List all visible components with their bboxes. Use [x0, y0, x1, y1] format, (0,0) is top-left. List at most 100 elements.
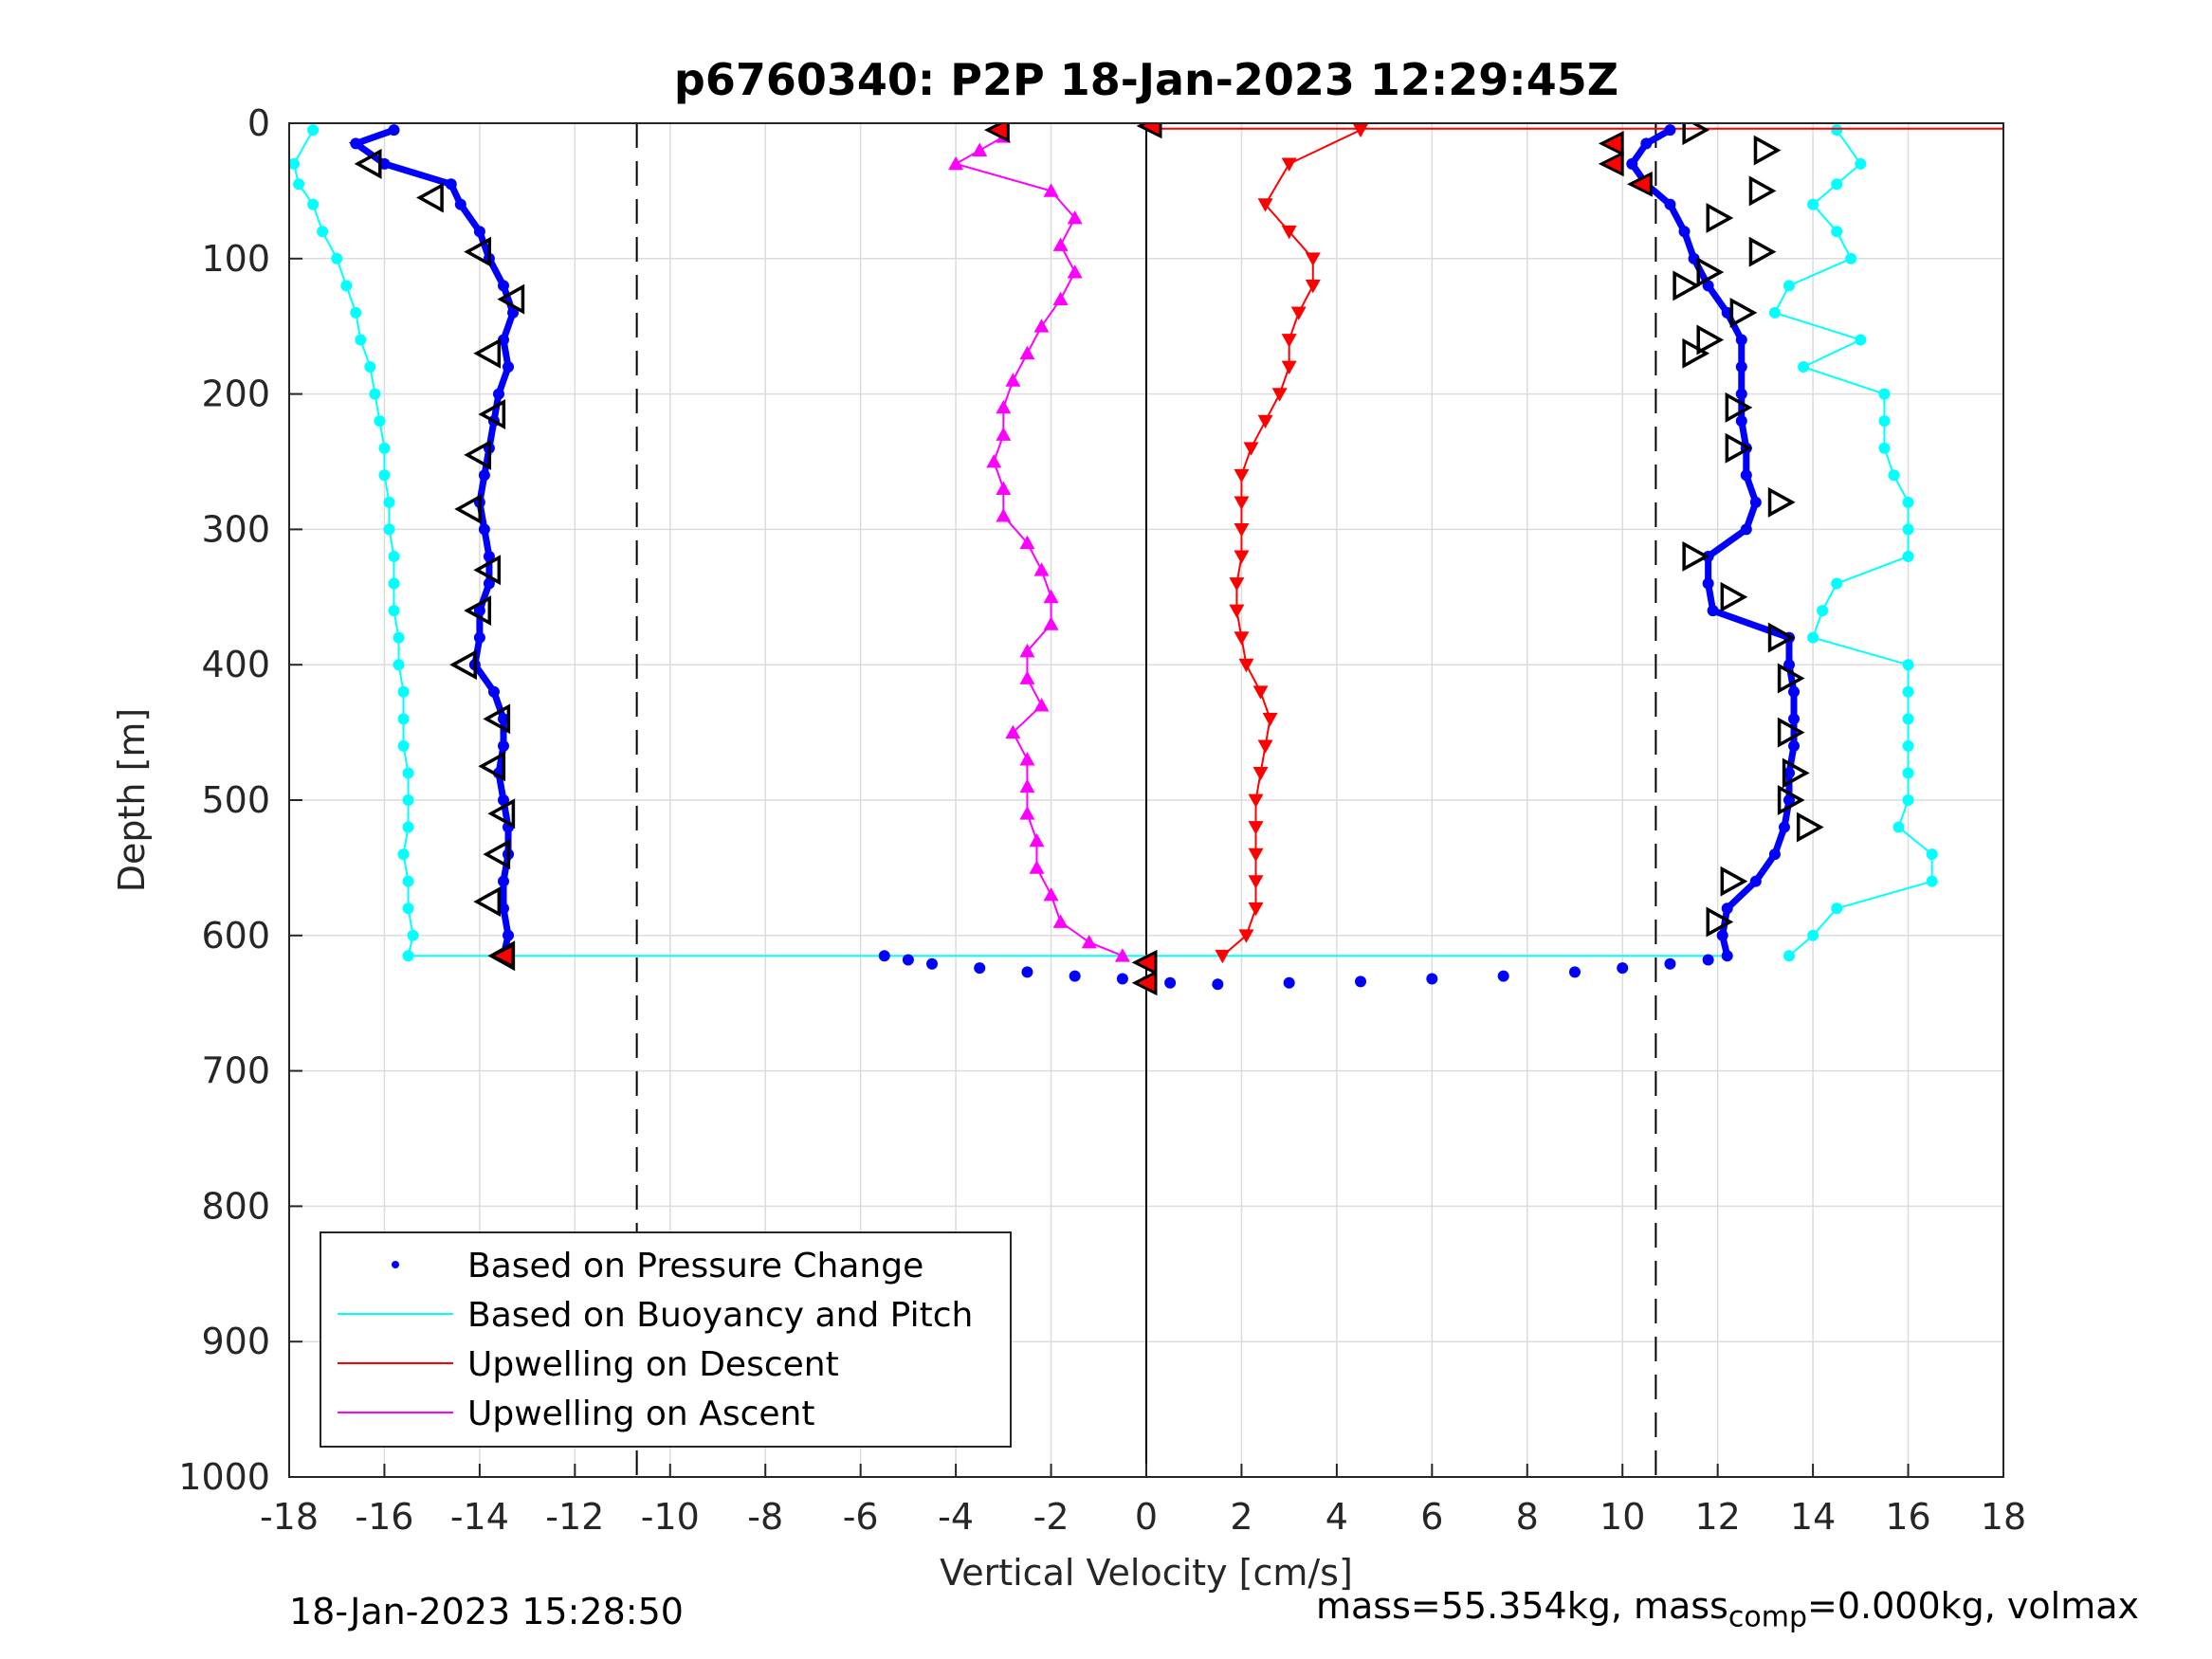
upwelling-descent-marker — [1248, 793, 1264, 808]
buoyancy-descent-point — [289, 157, 301, 170]
x-tick-label: 14 — [1790, 1496, 1836, 1538]
buoyancy-descent-point — [383, 496, 395, 508]
highlight-point — [1598, 130, 1624, 156]
left-triangle-marker — [454, 494, 482, 524]
y-tick-label: 700 — [201, 1050, 270, 1092]
buoyancy-ascent-point — [1902, 713, 1914, 725]
buoyancy-ascent-point — [1831, 226, 1843, 238]
right-triangle-marker — [1777, 717, 1805, 748]
buoyancy-descent-point — [402, 767, 414, 779]
buoyancy-descent-point — [397, 713, 410, 725]
upwelling-descent-marker — [1257, 739, 1273, 754]
buoyancy-descent-point — [378, 469, 391, 482]
buoyancy-ascent-point — [1926, 848, 1938, 861]
buoyancy-descent-point — [378, 442, 391, 454]
buoyancy-descent-point — [293, 178, 305, 191]
footer-comp-subscript: comp — [1728, 1600, 1808, 1634]
buoyancy-ascent-point — [1878, 442, 1891, 454]
chart-title: p6760340: P2P 18-Jan-2023 12:29:45Z — [674, 54, 1618, 105]
buoyancy-descent-point — [397, 848, 410, 861]
y-tick-label: 300 — [201, 508, 270, 550]
buoyancy-ascent-point — [1902, 794, 1914, 806]
left-triangle-marker — [473, 555, 502, 586]
left-triangle-marker — [478, 399, 506, 429]
legend-label: Based on Pressure Change — [467, 1247, 923, 1285]
buoyancy-ascent-point — [1783, 280, 1795, 292]
upwelling-descent-marker — [1238, 929, 1254, 943]
y-tick-label: 100 — [201, 238, 270, 280]
right-triangle-marker — [1696, 324, 1725, 356]
y-tick-label: 400 — [201, 644, 270, 685]
buoyancy-ascent-point — [1807, 631, 1819, 644]
y-tick-label: 600 — [201, 915, 270, 957]
x-tick-label: 10 — [1600, 1496, 1645, 1538]
right-triangle-marker — [1767, 486, 1796, 518]
left-triangle-marker — [464, 439, 492, 470]
buoyancy-ascent-point — [1902, 550, 1914, 562]
upwelling-ascent-marker — [1019, 670, 1035, 684]
x-tick-label: -10 — [641, 1496, 700, 1538]
upwelling-ascent-marker — [972, 142, 988, 156]
highlight-point — [1626, 171, 1653, 197]
buoyancy-descent-point — [374, 415, 386, 428]
left-triangle-marker — [478, 751, 506, 782]
buoyancy-ascent-point — [1902, 523, 1914, 536]
highlight-point — [1136, 123, 1162, 139]
upwelling-descent-marker — [1281, 334, 1297, 348]
legend-label: Based on Buoyancy and Pitch — [467, 1296, 973, 1335]
upwelling-descent-marker — [1234, 468, 1250, 483]
upwelling-ascent-marker — [1067, 264, 1083, 279]
right-triangle-marker — [1777, 663, 1805, 694]
right-triangle-marker — [1696, 257, 1725, 288]
upwelling-descent-marker — [1248, 848, 1264, 863]
pressure-bottom-turn-point — [1283, 976, 1295, 989]
x-axis-ticks: -18 -16 -14 -12 -10 -8 -6 -4 -2 0 2 4 6 8 10 12 14 16 18 — [260, 1464, 2026, 1538]
x-tick-label: 8 — [1516, 1496, 1539, 1538]
right-triangle-marker — [1767, 622, 1796, 653]
y-axis-ticks: 0 100 200 300 400 500 600 700 800 900 1000 — [178, 102, 302, 1498]
upwelling-ascent-marker — [996, 427, 1012, 441]
highlight-point — [983, 123, 1010, 143]
left-triangle-marker — [473, 886, 502, 918]
x-tick-label: 4 — [1325, 1496, 1348, 1538]
highlight-point — [488, 942, 515, 969]
left-triangle-marker — [497, 283, 525, 315]
upwelling-descent-marker — [1234, 496, 1250, 510]
right-triangle-marker — [1725, 392, 1753, 423]
buoyancy-ascent-point — [1831, 577, 1843, 590]
pressure-ascent-trace — [1627, 127, 1798, 957]
legend: Based on Pressure Change Based on Buoyanc… — [320, 1231, 1012, 1448]
upwelling-ascent-marker — [1019, 806, 1035, 820]
x-tick-label: -6 — [843, 1496, 879, 1538]
highlight-point — [1598, 151, 1624, 177]
upwelling-ascent-marker — [1005, 724, 1021, 738]
buoyancy-descent-point — [402, 875, 414, 887]
right-triangle-marker — [1753, 135, 1782, 166]
buoyancy-ascent-point — [1892, 821, 1905, 833]
pressure-bottom-turn-point — [1355, 975, 1366, 988]
upwelling-ascent-marker — [1033, 562, 1050, 576]
upwelling-descent-marker — [1290, 306, 1307, 320]
y-axis-label: Depth [m] — [111, 708, 153, 893]
right-triangle-marker — [1706, 906, 1734, 938]
buoyancy-ascent-point — [1855, 157, 1867, 170]
buoyancy-descent-point — [393, 659, 405, 671]
x-tick-label: 16 — [1885, 1496, 1930, 1538]
buoyancy-ascent-point — [1926, 875, 1938, 887]
upwelling-descent-marker — [1248, 875, 1264, 889]
upwelling-ascent-marker — [1043, 616, 1059, 630]
left-triangle-marker — [473, 337, 502, 369]
upwelling-descent-marker — [1257, 198, 1273, 212]
footer-mass-comp-text: =0.000kg, volmax — [1807, 1585, 2140, 1627]
right-triangle-marker — [1777, 785, 1805, 815]
footer-timestamp: 18-Jan-2023 15:28:50 — [289, 1591, 684, 1632]
upwelling-descent-marker — [1248, 821, 1264, 835]
upwelling-ascent-marker — [948, 155, 964, 171]
pressure-bottom-turn-point — [1702, 954, 1714, 966]
x-tick-label: -12 — [545, 1496, 604, 1538]
right-triangle-marker — [1782, 757, 1810, 789]
y-tick-label: 500 — [201, 779, 270, 821]
upwelling-descent-marker — [1305, 252, 1321, 266]
upwelling-ascent-marker — [1019, 778, 1035, 793]
